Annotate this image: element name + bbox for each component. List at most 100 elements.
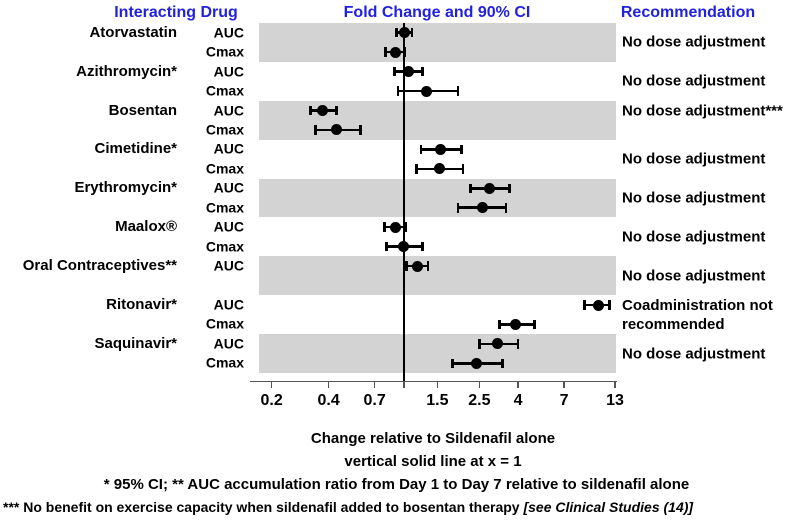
point-estimate	[421, 85, 433, 97]
x-tick-label: 4	[513, 392, 523, 409]
ci-cap-low	[583, 300, 587, 310]
ci-cap-low	[393, 66, 396, 77]
drug-name: Saquinavir*	[94, 334, 177, 352]
x-tick	[478, 381, 481, 388]
ci-cap-high	[504, 203, 508, 213]
drug-name: Azithromycin*	[76, 62, 177, 80]
metric-label: Cmax	[205, 238, 244, 255]
ci-cap-high	[508, 183, 511, 194]
metric-label: Cmax	[205, 354, 244, 371]
recommendation-text: No dose adjustment	[622, 150, 766, 168]
point-estimate	[510, 318, 522, 330]
point-estimate	[412, 260, 424, 272]
drug-name: Oral Contraceptives**	[22, 257, 177, 275]
point-estimate	[389, 221, 401, 233]
point-estimate	[470, 357, 482, 369]
x-tick	[403, 381, 405, 388]
metric-label: Cmax	[205, 43, 244, 60]
x-tick	[436, 381, 438, 388]
point-estimate	[491, 338, 503, 350]
ci-cap-low	[414, 164, 418, 174]
metric-label: Cmax	[205, 199, 244, 216]
ci-cap-high	[461, 164, 465, 174]
row-band	[259, 23, 616, 62]
ci-cap-high	[403, 47, 407, 57]
recommendation-text: No dose adjustment	[622, 345, 766, 363]
metric-label: AUC	[213, 140, 244, 157]
ci-cap-low	[384, 47, 387, 57]
ci-cap-low	[498, 319, 501, 330]
x-tick-label: 13	[606, 392, 624, 409]
column-header-fold-change-ci: Fold Change and 90% CI	[343, 4, 531, 21]
metric-label: AUC	[213, 218, 244, 235]
drug-name: Erythromycin*	[74, 179, 177, 197]
x-tick-label: 0.7	[363, 392, 386, 409]
recommendation-text: No dose adjustment	[622, 228, 766, 246]
metric-label: AUC	[213, 335, 244, 352]
point-estimate	[483, 182, 495, 194]
ci-cap-high	[516, 339, 520, 349]
ci-cap-high	[410, 27, 414, 38]
x-tick	[270, 381, 273, 388]
point-estimate	[330, 124, 342, 136]
footnote-bosentan-text: *** No benefit on exercise capacity when…	[3, 499, 524, 515]
ci-cap-low	[478, 339, 481, 349]
metric-label: AUC	[213, 24, 244, 41]
ci-cap-high	[500, 358, 504, 369]
ci-cap-high	[404, 222, 407, 232]
footnote-ci-and-accumulation: * 95% CI; ** AUC accumulation ratio from…	[103, 476, 690, 493]
recommendation-text: No dose adjustment	[622, 72, 766, 90]
x-tick-label: 1.5	[426, 392, 449, 409]
metric-label: AUC	[213, 296, 244, 313]
x-tick	[327, 381, 330, 388]
ci-cap-low	[405, 261, 408, 271]
ci-cap-high	[608, 300, 612, 310]
ci-cap-high	[359, 125, 362, 135]
recommendation-text: No dose adjustment	[622, 267, 766, 285]
metric-label: Cmax	[205, 82, 244, 99]
point-estimate	[397, 241, 409, 253]
ci-cap-low	[396, 86, 400, 96]
ci-cap-low	[451, 358, 454, 369]
drug-name: Cimetidine*	[94, 140, 177, 158]
footnote-bosentan-benefit: *** No benefit on exercise capacity when…	[3, 499, 693, 516]
footnote-clinical-studies-reference: [see Clinical Studies (14)]	[523, 499, 694, 515]
column-header-recommendation: Recommendation	[620, 4, 756, 21]
metric-label: Cmax	[205, 160, 244, 177]
drug-name: Maalox®	[115, 218, 177, 236]
ci-cap-high	[426, 261, 430, 271]
point-estimate	[592, 299, 604, 311]
ci-cap-low	[456, 203, 460, 213]
recommendation-text: No dose adjustment	[622, 189, 766, 207]
ci-cap-low	[419, 144, 423, 155]
ci-cap-high	[421, 66, 424, 77]
ci-cap-high	[456, 86, 460, 96]
metric-label: AUC	[213, 179, 244, 196]
point-estimate	[434, 163, 446, 175]
ci-cap-low	[469, 183, 472, 194]
x-tick	[614, 381, 616, 388]
ci-cap-low	[385, 241, 388, 252]
point-estimate	[435, 143, 447, 155]
recommendation-text: Coadministration not recommended	[622, 296, 773, 333]
drug-name: Atorvastatin	[89, 23, 177, 41]
row-band	[259, 256, 616, 296]
ci-cap-low	[394, 27, 398, 38]
x-tick	[563, 381, 565, 388]
recommendation-text: No dose adjustment	[622, 33, 766, 51]
row-band	[259, 100, 616, 140]
ci-cap-high	[335, 105, 338, 116]
metric-label: AUC	[213, 102, 244, 118]
drug-name: Ritonavir*	[106, 296, 177, 313]
reference-line-x1	[403, 23, 405, 381]
metric-label: Cmax	[205, 315, 244, 332]
x-tick	[517, 381, 519, 388]
point-estimate	[398, 27, 410, 39]
x-tick-label: 0.4	[317, 392, 340, 409]
row-band	[259, 334, 616, 374]
metric-label: Cmax	[205, 121, 244, 138]
ci-cap-low	[313, 125, 317, 135]
recommendation-text: No dose adjustment***	[622, 102, 783, 119]
point-estimate	[477, 202, 489, 214]
